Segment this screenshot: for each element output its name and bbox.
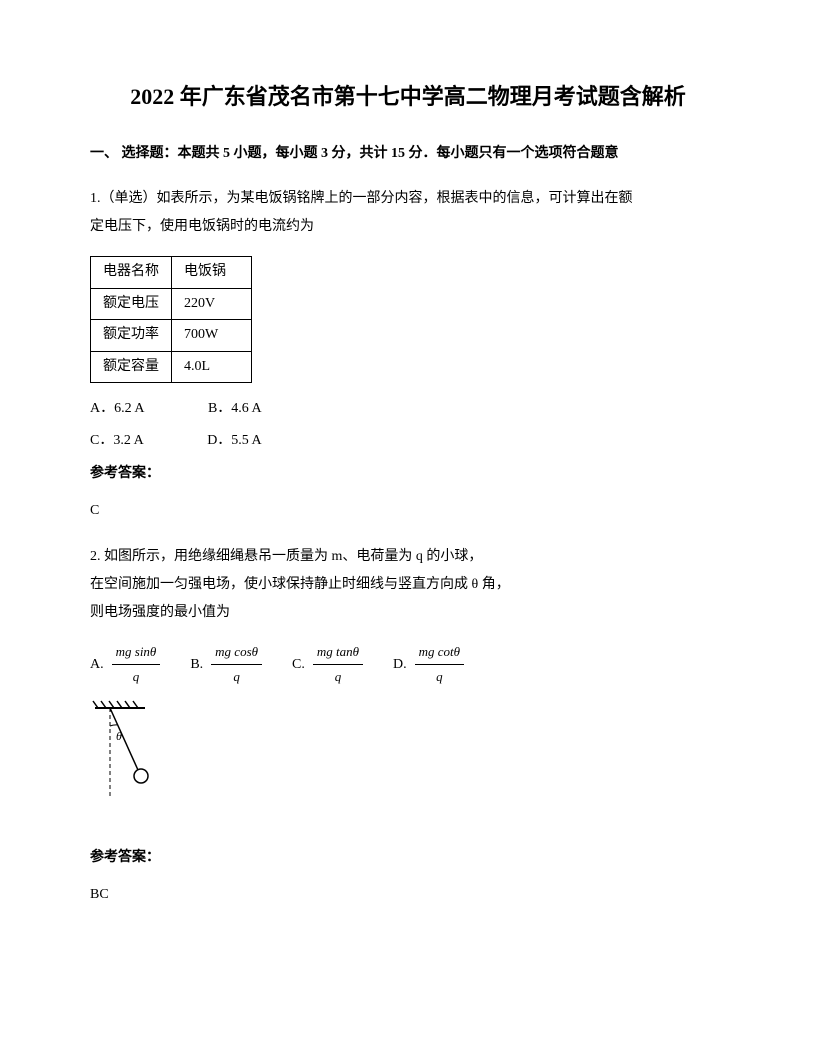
q1-options-row2: C．3.2 A D．5.5 A xyxy=(90,430,726,452)
option-label-c: C. xyxy=(292,654,305,676)
option-label-d: D. xyxy=(393,654,407,676)
cell-value: 4.0L xyxy=(172,351,252,382)
q2-answer-label: 参考答案： xyxy=(90,847,726,869)
q2-option-c: C. mg tanθ q xyxy=(292,642,363,689)
q2-option-a: A. mg sinθ q xyxy=(90,642,160,689)
angle-label: θ xyxy=(116,729,122,743)
denominator: q xyxy=(335,665,342,688)
q2-line3: 则电场强度的最小值为 xyxy=(90,599,726,627)
table-row: 额定容量 4.0L xyxy=(91,351,252,382)
q2-line1: 2. 如图所示，用绝缘细绳悬吊一质量为 m、电荷量为 q 的小球， xyxy=(90,543,726,571)
cell-value: 220V xyxy=(172,288,252,319)
q2-options: A. mg sinθ q B. mg cosθ q C. mg tanθ q D… xyxy=(90,642,726,689)
q1-answer-label: 参考答案： xyxy=(90,463,726,485)
q1-options-row1: A．6.2 A B．4.6 A xyxy=(90,398,726,420)
q2-line2: 在空间施加一匀强电场，使小球保持静止时细线与竖直方向成 θ 角， xyxy=(90,571,726,599)
q1-option-a: A．6.2 A xyxy=(90,398,144,420)
numerator: mg cosθ xyxy=(211,642,262,666)
cell-label: 电器名称 xyxy=(91,257,172,288)
q1-stem: 1.（单选）如表所示，为某电饭锅铭牌上的一部分内容，根据表中的信息，可计算出在额… xyxy=(90,185,726,241)
cell-value: 电饭锅 xyxy=(172,257,252,288)
q2-stem: 2. 如图所示，用绝缘细绳悬吊一质量为 m、电荷量为 q 的小球， 在空间施加一… xyxy=(90,543,726,627)
q2-figure: θ xyxy=(90,698,726,816)
pendulum-diagram-icon: θ xyxy=(90,698,160,808)
q1-spec-table: 电器名称 电饭锅 额定电压 220V 额定功率 700W 额定容量 4.0L xyxy=(90,256,252,383)
numerator: mg tanθ xyxy=(313,642,363,666)
numerator: mg cotθ xyxy=(415,642,464,666)
q1-answer: C xyxy=(90,500,726,522)
option-label-a: A. xyxy=(90,654,104,676)
option-label-b: B. xyxy=(190,654,203,676)
fraction-d: mg cotθ q xyxy=(415,642,464,689)
cell-label: 额定容量 xyxy=(91,351,172,382)
fraction-b: mg cosθ q xyxy=(211,642,262,689)
denominator: q xyxy=(233,665,240,688)
table-row: 额定功率 700W xyxy=(91,320,252,351)
q2-answer: BC xyxy=(90,884,726,906)
q1-option-b: B．4.6 A xyxy=(208,398,262,420)
cell-label: 额定功率 xyxy=(91,320,172,351)
cell-value: 700W xyxy=(172,320,252,351)
q2-option-b: B. mg cosθ q xyxy=(190,642,262,689)
cell-label: 额定电压 xyxy=(91,288,172,319)
fraction-c: mg tanθ q xyxy=(313,642,363,689)
q1-option-d: D．5.5 A xyxy=(207,430,261,452)
q1-line1: 1.（单选）如表所示，为某电饭锅铭牌上的一部分内容，根据表中的信息，可计算出在额 xyxy=(90,191,633,206)
denominator: q xyxy=(133,665,140,688)
exam-title: 2022 年广东省茂名市第十七中学高二物理月考试题含解析 xyxy=(90,80,726,113)
q2-option-d: D. mg cotθ q xyxy=(393,642,464,689)
table-row: 电器名称 电饭锅 xyxy=(91,257,252,288)
denominator: q xyxy=(436,665,443,688)
q1-line2: 定电压下，使用电饭锅时的电流约为 xyxy=(90,219,314,234)
q1-option-c: C．3.2 A xyxy=(90,430,144,452)
section-1-header: 一、 选择题：本题共 5 小题，每小题 3 分，共计 15 分．每小题只有一个选… xyxy=(90,143,726,165)
table-row: 额定电压 220V xyxy=(91,288,252,319)
numerator: mg sinθ xyxy=(112,642,161,666)
fraction-a: mg sinθ q xyxy=(112,642,161,689)
